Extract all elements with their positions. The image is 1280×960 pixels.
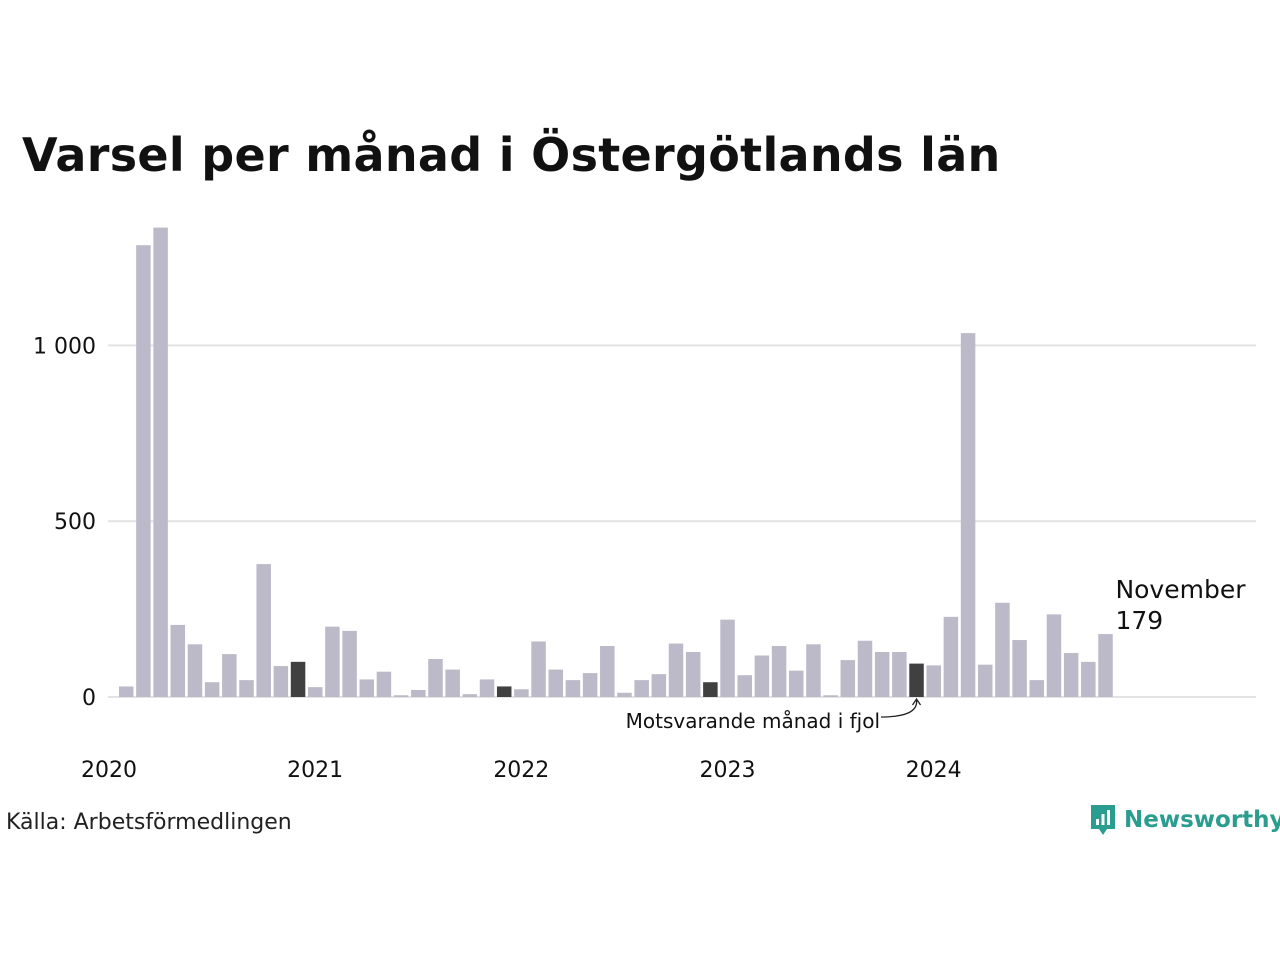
bar-2023-03: [771, 646, 787, 697]
bar-2020-06: [204, 682, 220, 697]
bar-2020-08: [239, 680, 254, 697]
chart-title: Varsel per månad i Östergötlands län: [22, 128, 1001, 182]
y-tick-label: 1 000: [33, 334, 96, 359]
bar-2022-06: [617, 692, 632, 697]
brand-name: Newsworthy: [1124, 807, 1280, 833]
bar-2022-03: [565, 680, 581, 697]
bar-2021-06: [411, 689, 426, 697]
bar-2023-04: [789, 670, 804, 697]
bar-2023-06: [823, 695, 838, 697]
bar-2020-03: [153, 227, 168, 697]
bar-2021-03: [359, 679, 375, 697]
current-month-label: November: [1115, 575, 1246, 604]
bar-2023-02: [754, 655, 770, 697]
bar-2021-04: [376, 671, 392, 697]
bar-2021-05: [393, 695, 409, 697]
bar-2021-01: [325, 626, 340, 697]
bar-2020-02: [136, 245, 151, 697]
bar-2020-05: [187, 644, 203, 697]
bar-2022-04: [582, 673, 598, 697]
x-tick-label: 2022: [493, 758, 549, 783]
bar-2021-08: [445, 669, 460, 697]
bar-2022-05: [600, 646, 615, 697]
source-note: Källa: Arbetsförmedlingen: [6, 810, 292, 835]
x-tick-label: 2020: [81, 758, 137, 783]
bar-2021-11: [496, 686, 512, 697]
bar-2024-03: [978, 664, 993, 697]
x-tick-label: 2024: [906, 758, 962, 783]
bar-2023-08: [857, 640, 873, 697]
bar-2023-12: [926, 665, 941, 697]
bar-2023-09: [874, 651, 890, 697]
y-tick-label: 500: [54, 510, 96, 535]
bar-2024-10: [1098, 634, 1113, 697]
previous-year-label: Motsvarande månad i fjol: [626, 709, 880, 733]
bars: [119, 227, 1113, 697]
annotation-arrow-line: [880, 699, 918, 718]
bar-2024-09: [1081, 661, 1096, 697]
bar-2024-06: [1029, 680, 1045, 697]
bar-2020-10: [273, 666, 289, 697]
bar-2020-04: [170, 624, 186, 697]
bar-2023-01: [737, 675, 752, 697]
bar-2020-09: [256, 564, 271, 697]
x-tick-label: 2023: [699, 758, 755, 783]
bar-2021-12: [514, 689, 529, 697]
bar-2022-08: [651, 674, 667, 697]
x-tick-label: 2021: [287, 758, 343, 783]
bar-2021-02: [342, 630, 357, 697]
bar-2023-11: [909, 663, 924, 697]
bar-2024-08: [1063, 653, 1079, 697]
bar-2020-01: [119, 686, 134, 697]
newsworthy-logo-icon: [1091, 805, 1115, 835]
bar-2022-02: [548, 669, 563, 697]
bar-2020-11: [290, 661, 306, 697]
bar-2023-10: [892, 651, 907, 697]
axis-labels: 0 500 1 000 2020 2021 2022 2023 2024: [33, 334, 962, 783]
brand-logo[interactable]: Newsworthy: [1088, 802, 1280, 838]
bar-2022-07: [634, 680, 649, 697]
bar-2020-07: [222, 654, 237, 697]
bar-2021-10: [479, 679, 495, 697]
bar-2022-10: [685, 651, 701, 697]
bar-2021-07: [428, 659, 443, 697]
bar-2024-05: [1012, 640, 1027, 697]
y-tick-label: 0: [82, 686, 96, 711]
bar-2022-09: [668, 643, 684, 697]
bar-2023-07: [840, 660, 856, 697]
bar-2024-01: [943, 616, 959, 697]
bar-2024-04: [995, 602, 1010, 697]
bar-2024-02: [960, 333, 976, 697]
bar-2020-12: [307, 687, 323, 697]
bar-2022-01: [531, 641, 546, 697]
current-value-label: 179: [1115, 606, 1163, 635]
bar-2022-12: [720, 619, 735, 697]
bar-2021-09: [462, 694, 478, 697]
bar-2022-11: [703, 682, 718, 697]
bar-2024-07: [1046, 614, 1062, 697]
annotation-arrow-head: [911, 697, 922, 706]
bar-2023-05: [806, 644, 821, 697]
